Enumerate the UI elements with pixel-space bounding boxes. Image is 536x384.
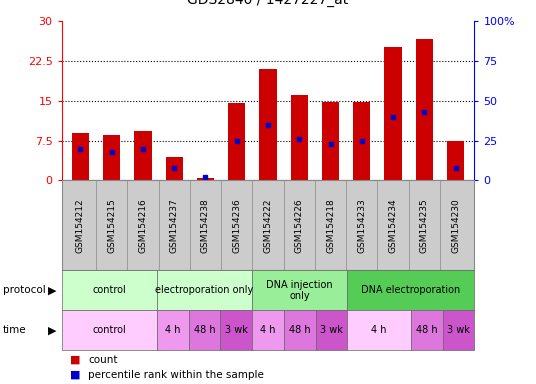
Text: time: time — [3, 325, 26, 335]
Text: 48 h: 48 h — [289, 325, 310, 335]
Bar — [228, 103, 245, 180]
Text: protocol: protocol — [3, 285, 46, 295]
Bar — [322, 102, 339, 180]
Text: electroporation only: electroporation only — [155, 285, 254, 295]
Bar — [411, 310, 443, 350]
Text: GSM154222: GSM154222 — [264, 198, 272, 253]
Bar — [62, 310, 157, 350]
Text: 3 wk: 3 wk — [225, 325, 248, 335]
Text: GSM154236: GSM154236 — [232, 198, 241, 253]
Bar — [284, 310, 316, 350]
Text: count: count — [88, 355, 118, 365]
Bar — [197, 178, 214, 180]
Text: GSM154216: GSM154216 — [138, 198, 147, 253]
Text: 3 wk: 3 wk — [447, 325, 470, 335]
Text: DNA electroporation: DNA electroporation — [361, 285, 460, 295]
Bar — [135, 131, 152, 180]
Text: control: control — [92, 325, 126, 335]
Bar — [347, 270, 474, 310]
Bar — [62, 270, 157, 310]
Bar — [157, 270, 252, 310]
Bar — [443, 310, 474, 350]
Bar — [72, 132, 89, 180]
Text: GSM154235: GSM154235 — [420, 198, 429, 253]
Text: ■: ■ — [70, 355, 80, 365]
Text: GSM154233: GSM154233 — [358, 198, 366, 253]
Bar — [252, 310, 284, 350]
Text: 48 h: 48 h — [193, 325, 215, 335]
Bar — [157, 310, 189, 350]
Bar — [166, 157, 183, 180]
Text: 4 h: 4 h — [260, 325, 276, 335]
Bar — [220, 310, 252, 350]
Text: GSM154237: GSM154237 — [170, 198, 178, 253]
Text: percentile rank within the sample: percentile rank within the sample — [88, 369, 264, 379]
Text: 3 wk: 3 wk — [320, 325, 343, 335]
Text: GSM154226: GSM154226 — [295, 198, 304, 253]
Text: ■: ■ — [70, 369, 80, 379]
Text: GSM154238: GSM154238 — [201, 198, 210, 253]
Bar — [353, 102, 370, 180]
Text: DNA injection
only: DNA injection only — [266, 280, 333, 301]
Bar — [259, 69, 277, 180]
Bar — [316, 310, 347, 350]
Text: control: control — [92, 285, 126, 295]
Bar — [103, 135, 120, 180]
Bar — [291, 95, 308, 180]
Bar — [189, 310, 220, 350]
Text: 4 h: 4 h — [371, 325, 387, 335]
Text: 48 h: 48 h — [416, 325, 437, 335]
Text: GSM154218: GSM154218 — [326, 198, 335, 253]
Text: GSM154215: GSM154215 — [107, 198, 116, 253]
Bar — [447, 141, 464, 180]
Text: GSM154234: GSM154234 — [389, 198, 398, 253]
Bar — [384, 47, 401, 180]
Bar — [347, 310, 411, 350]
Bar — [416, 40, 433, 180]
Text: GSM154212: GSM154212 — [76, 198, 85, 253]
Text: ▶: ▶ — [48, 325, 57, 335]
Text: GDS2840 / 1427227_at: GDS2840 / 1427227_at — [188, 0, 348, 7]
Bar — [252, 270, 347, 310]
Text: 4 h: 4 h — [165, 325, 181, 335]
Text: GSM154230: GSM154230 — [451, 198, 460, 253]
Text: ▶: ▶ — [48, 285, 57, 295]
